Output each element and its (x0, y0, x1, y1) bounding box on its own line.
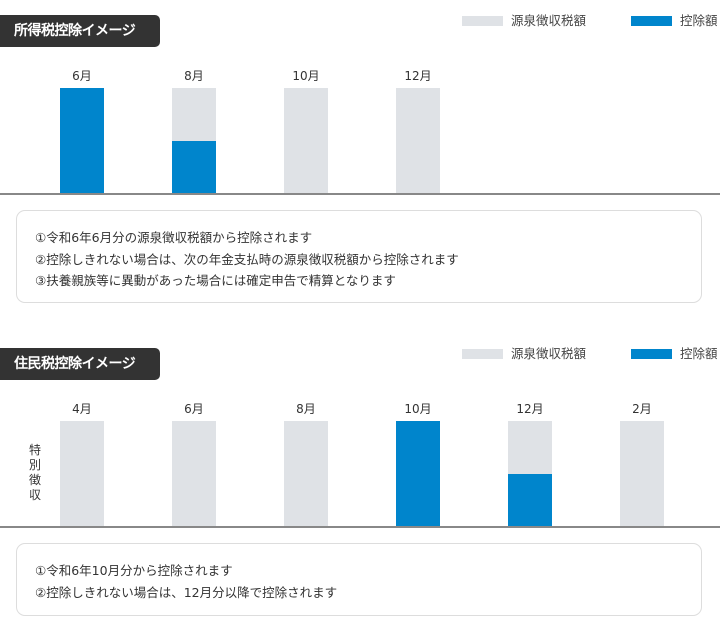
bar-withholding (60, 421, 104, 527)
notes-box: ①令和6年10月分から控除されます ②控除しきれない場合は、12月分以降で控除さ… (16, 543, 702, 616)
bar-deduction (172, 141, 216, 194)
tick-label: 2月 (632, 402, 652, 416)
x-axis-line (0, 193, 720, 195)
legend-swatch-withholding (462, 349, 503, 359)
y-axis-label: 特別徴収 (28, 443, 41, 502)
section-title: 所得税控除イメージ (0, 15, 160, 47)
section-title: 住民税控除イメージ (0, 348, 160, 380)
tick-label: 12月 (404, 69, 432, 83)
bar-withholding (172, 88, 216, 194)
bar-withholding (620, 421, 664, 527)
legend-label-deduction: 控除額 (680, 346, 718, 361)
bar-withholding (508, 421, 552, 527)
income-tax-section: 所得税控除イメージ 源泉徴収税額 控除額 ①令和6年6月分の源泉徴収税額から控除… (0, 0, 720, 310)
note-1: ①令和6年6月分の源泉徴収税額から控除されます (35, 230, 313, 245)
legend-swatch-withholding (462, 16, 503, 26)
tick-label: 6月 (72, 69, 92, 83)
tick-label: 8月 (296, 402, 316, 416)
legend-swatch-deduction (631, 16, 672, 26)
bar-withholding (396, 88, 440, 194)
note-3: ③扶養親族等に異動があった場合には確定申告で精算となります (35, 273, 396, 288)
tick-label: 6月 (184, 402, 204, 416)
bar-deduction (396, 421, 440, 527)
legend-label-withholding: 源泉徴収税額 (511, 13, 587, 28)
bar-withholding (396, 421, 440, 527)
tick-label: 8月 (184, 69, 204, 83)
notes-box: ①令和6年6月分の源泉徴収税額から控除されます ②控除しきれない場合は、次の年金… (16, 210, 702, 303)
bar-withholding (172, 421, 216, 527)
legend-label-withholding: 源泉徴収税額 (511, 346, 587, 361)
tick-label: 10月 (404, 402, 432, 416)
x-axis-line (0, 526, 720, 528)
note-2: ②控除しきれない場合は、12月分以降で控除されます (35, 584, 338, 600)
bar-deduction (508, 474, 552, 527)
note-2: ②控除しきれない場合は、次の年金支払時の源泉徴収税額から控除されます (35, 251, 459, 267)
tick-label: 12月 (516, 402, 544, 416)
bar-withholding (60, 88, 104, 194)
bar-withholding (284, 421, 328, 527)
legend-swatch-deduction (631, 349, 672, 359)
bar-withholding (284, 88, 328, 194)
note-1: ①令和6年10月分から控除されます (35, 563, 233, 578)
tick-label: 10月 (292, 69, 320, 83)
resident-tax-section: 住民税控除イメージ 源泉徴収税額 控除額 特別徴収 ①令和6年10月分から控除さ… (0, 333, 720, 632)
bar-deduction (60, 88, 104, 194)
tick-label: 4月 (72, 402, 92, 416)
legend-label-deduction: 控除額 (680, 13, 718, 28)
